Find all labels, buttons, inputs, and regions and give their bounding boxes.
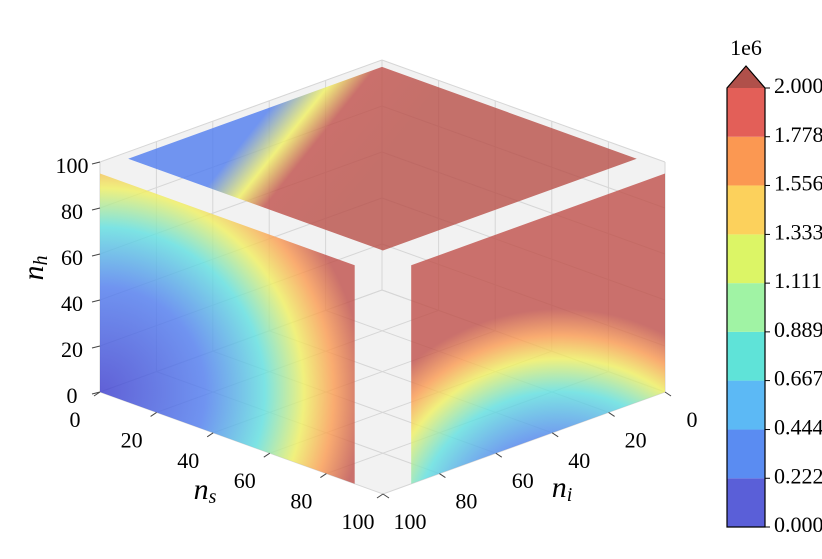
x-tick <box>320 473 327 479</box>
y-tick <box>608 411 615 417</box>
colorbar-tick-label: 0.889 <box>774 317 822 342</box>
z-tick-label: 40 <box>61 291 83 316</box>
x-tick <box>206 432 214 438</box>
grid-line <box>99 59 383 163</box>
colorbar-level <box>727 429 765 479</box>
colorbar-tick-label: 1.111 <box>774 268 822 293</box>
colorbar-offset: 1e6 <box>730 35 762 60</box>
colorbar-level <box>727 283 765 332</box>
surfaces <box>100 66 665 484</box>
top-surface <box>128 66 637 251</box>
colorbar-tick-label: 0.667 <box>774 366 822 391</box>
x-label-text: n <box>194 473 209 506</box>
z-tick <box>91 207 101 211</box>
y-tick <box>664 391 672 397</box>
colorbar-tick-label: 1.778 <box>774 122 822 147</box>
z-tick-label: 80 <box>61 199 83 224</box>
y-tick-label: 0 <box>687 407 698 432</box>
z-label-sub: h <box>30 256 52 266</box>
colorbar-level <box>727 478 765 527</box>
colorbar-tick-label: 1.556 <box>774 171 822 196</box>
colorbar-level <box>727 136 765 186</box>
x-tick <box>263 452 271 458</box>
grid-line <box>99 391 384 495</box>
z-tick <box>91 253 101 257</box>
colorbar-tick-label: 0.000 <box>774 512 822 537</box>
colorbar-tick-label: 0.222 <box>774 463 822 488</box>
z-tick <box>91 161 101 165</box>
y-tick-label: 80 <box>455 489 477 514</box>
z-tick-label: 0 <box>67 383 78 408</box>
z-tick-label: 100 <box>56 153 89 178</box>
y-tick-label: 100 <box>394 509 427 534</box>
colorbar: 0.000 0.222 0.444 0.667 0.889 1.111 1.333 1.556… <box>726 65 822 537</box>
colorbar-level <box>727 234 765 284</box>
left-surface <box>100 173 355 484</box>
x-axis-label: ns <box>194 473 217 508</box>
colorbar-level <box>727 380 765 430</box>
y-tick-label: 60 <box>512 468 534 493</box>
x-tick-label: 0 <box>70 407 81 432</box>
y-label-sub: i <box>567 484 573 506</box>
x-tick-label: 40 <box>177 448 199 473</box>
y-tick-label: 20 <box>625 427 647 452</box>
z-label-text: n <box>17 266 50 281</box>
x-tick <box>376 493 384 499</box>
colorbar-level <box>727 331 765 381</box>
colorbar-tick-label: 0.444 <box>774 415 822 440</box>
grid-line <box>381 59 666 163</box>
y-tick-label: 40 <box>568 448 590 473</box>
y-tick <box>495 452 503 458</box>
x-tick-label: 100 <box>342 509 375 534</box>
x-tick-label: 80 <box>290 489 312 514</box>
y-label-text: n <box>552 471 567 504</box>
z-tick-label: 60 <box>61 245 83 270</box>
z-tick <box>91 299 101 303</box>
x-label-sub: s <box>209 486 217 508</box>
colorbar-outline <box>726 65 766 528</box>
x-tick-label: 20 <box>121 427 143 452</box>
x-tick <box>150 411 157 417</box>
right-surface <box>411 173 665 484</box>
y-axis-label: ni <box>552 471 573 506</box>
y-tick <box>439 473 446 479</box>
y-tick <box>382 493 390 499</box>
x-tick-label: 60 <box>234 468 256 493</box>
z-tick <box>91 391 101 395</box>
colorbar-tick-label: 2.000 <box>774 73 822 98</box>
colorbar-extend <box>727 66 765 88</box>
z-axis-label: nh <box>17 256 52 281</box>
colorbar-level <box>727 88 765 137</box>
ticks: 0 20 40 60 80 100 0 20 40 60 80 100 0 20 40 60 80 100 <box>56 153 698 534</box>
z-tick <box>91 345 101 349</box>
colorbar-level <box>727 185 765 235</box>
z-tick-label: 20 <box>61 337 83 362</box>
y-tick <box>551 432 559 438</box>
colorbar-tick-label: 1.333 <box>774 219 822 244</box>
